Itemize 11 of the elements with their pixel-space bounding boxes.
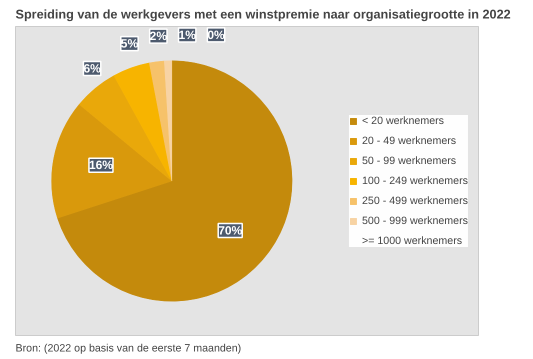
chart-title: Spreiding van de werkgevers met een winstpremie naar organisatiegrootte in 2022 (16, 8, 511, 22)
legend-label: 50 - 99 werknemers (362, 154, 456, 166)
legend-label: 250 - 499 werknemers (362, 194, 468, 206)
text: 0% (207, 28, 225, 42)
legend-label: 20 - 49 werknemers (362, 134, 456, 146)
legend-label: 100 - 249 werknemers (362, 174, 468, 186)
legend-label: 500 - 999 werknemers (362, 214, 468, 226)
data-label: 5% (120, 36, 138, 51)
legend-label: < 20 werknemers (362, 114, 444, 126)
category-label: >= 1000 werknemers (362, 234, 462, 246)
text: Bron: (2022 op basis van de eerste 7 maanden) (16, 342, 242, 354)
